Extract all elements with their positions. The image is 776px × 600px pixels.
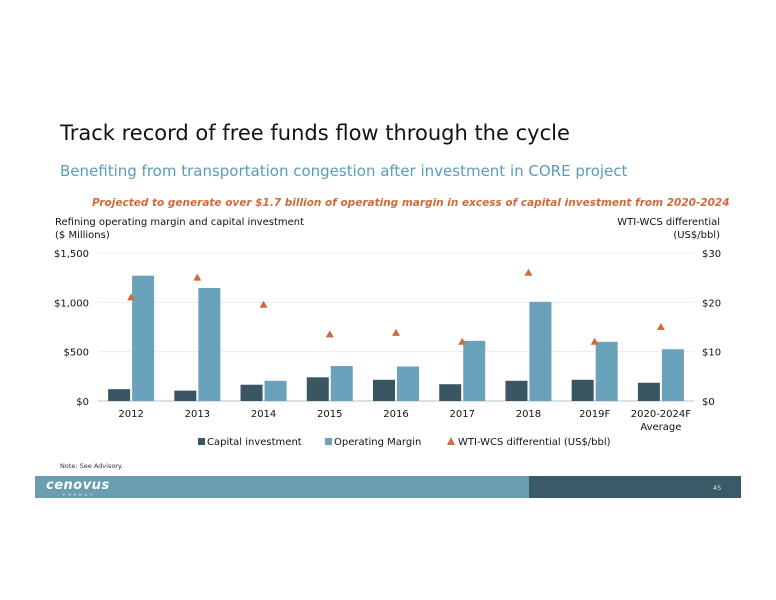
capital-investment-bar — [505, 380, 528, 401]
right-axis-label-line1: WTI-WCS differential — [617, 217, 720, 228]
wti-wcs-marker — [656, 323, 665, 330]
operating-margin-bar — [595, 341, 618, 401]
operating-margin-bar — [198, 288, 221, 401]
capital-investment-bar — [108, 389, 131, 401]
x-tick-label: 2016 — [383, 409, 408, 420]
wti-wcs-marker — [392, 328, 400, 336]
operating-margin-bar — [264, 380, 287, 401]
footer-bar-dark — [529, 476, 741, 498]
wti-wcs-marker — [524, 268, 533, 276]
left-tick-label: $1,500 — [54, 249, 89, 260]
wti-wcs-marker — [193, 273, 202, 281]
slide-subtitle: Benefiting from transportation congestio… — [60, 162, 628, 180]
wti-wcs-marker — [590, 337, 599, 345]
legend-swatch-margin — [325, 438, 332, 445]
capital-investment-bar — [240, 384, 263, 401]
wti-wcs-marker — [127, 293, 136, 301]
x-tick-label: 2014 — [251, 409, 276, 420]
capital-investment-bar — [306, 377, 329, 401]
cenovus-logo: cenovus — [46, 478, 110, 493]
right-tick-label: $0 — [702, 397, 715, 408]
legend-label-wti: WTI-WCS differential (US$/bbl) — [458, 437, 611, 448]
callout-text: Projected to generate over $1.7 billion … — [92, 197, 730, 209]
slide-title: Track record of free funds flow through … — [60, 121, 570, 145]
wti-wcs-marker — [259, 300, 268, 308]
legend-label-margin: Operating Margin — [334, 437, 421, 448]
capital-investment-bar — [439, 384, 462, 401]
left-tick-label: $0 — [76, 397, 89, 408]
x-tick-label: 2018 — [516, 409, 541, 420]
left-axis-label-line2: ($ Millions) — [55, 230, 110, 241]
x-tick-label: 2020-2024F — [631, 409, 692, 420]
right-axis-label: WTI-WCS differential (US$/bbl) — [617, 216, 720, 242]
operating-margin-bar — [397, 366, 419, 401]
operating-margin-bar — [132, 275, 155, 401]
cenovus-logo-subtext: ENERGY — [63, 493, 96, 497]
x-tick-label: 2017 — [449, 409, 474, 420]
page-number: 45 — [713, 484, 722, 492]
operating-margin-bar — [529, 301, 552, 401]
capital-investment-bar — [637, 382, 660, 401]
advisory-note: Note: See Advisory. — [60, 462, 123, 470]
legend-label-capital: Capital investment — [207, 437, 302, 448]
left-axis-label-line1: Refining operating margin and capital in… — [55, 217, 305, 228]
x-tick-label: 2012 — [118, 409, 143, 420]
right-tick-label: $30 — [702, 249, 721, 260]
x-tick-sublabel: Average — [640, 422, 681, 433]
legend-swatch-wti — [447, 437, 455, 445]
wti-wcs-marker — [458, 337, 467, 345]
x-tick-label: 2019F — [579, 409, 610, 420]
left-tick-label: $500 — [64, 348, 89, 359]
capital-investment-bar — [373, 379, 395, 401]
right-tick-label: $10 — [702, 348, 721, 359]
capital-investment-bar — [571, 379, 594, 401]
legend-swatch-capital — [198, 438, 205, 445]
left-tick-label: $1,000 — [54, 298, 89, 309]
wti-wcs-marker — [325, 330, 334, 338]
right-tick-label: $20 — [702, 298, 721, 309]
x-tick-label: 2015 — [317, 409, 342, 420]
operating-margin-bar — [661, 349, 684, 401]
right-axis-label-line2: (US$/bbl) — [673, 230, 720, 241]
x-tick-label: 2013 — [185, 409, 210, 420]
operating-margin-bar — [330, 365, 353, 401]
left-axis-label: Refining operating margin and capital in… — [55, 216, 304, 242]
operating-margin-bar — [463, 340, 486, 401]
capital-investment-bar — [174, 390, 197, 401]
